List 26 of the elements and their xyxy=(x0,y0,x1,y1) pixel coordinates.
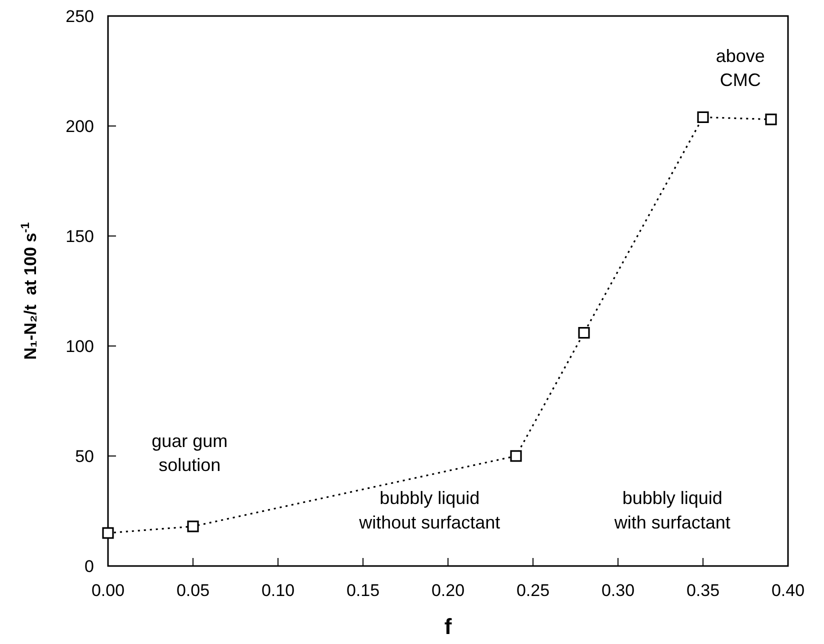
x-tick-label: 0.15 xyxy=(346,581,380,600)
point xyxy=(187,520,199,532)
annotation: guar gum solution xyxy=(152,430,228,476)
point xyxy=(578,327,590,339)
y-tick-label: 200 xyxy=(66,116,94,136)
x-tick-label: 0.40 xyxy=(771,581,805,600)
x-tick-label: 0.30 xyxy=(601,581,635,600)
x-tick-label: 0.25 xyxy=(516,581,550,600)
x-tick-label: 0.20 xyxy=(431,581,465,600)
y-tick-label: 250 xyxy=(66,6,94,26)
x-tick-label: 0.35 xyxy=(686,581,720,600)
x-tick-label: 0.10 xyxy=(261,581,295,600)
point xyxy=(102,527,114,539)
y-tick-label: 50 xyxy=(75,446,94,466)
y-tick-label: 0 xyxy=(84,556,94,576)
point xyxy=(510,450,522,462)
y-tick-label: 100 xyxy=(66,336,94,356)
x-tick-label: 0.00 xyxy=(91,581,125,600)
x-tick-label: 0.05 xyxy=(176,581,210,600)
point xyxy=(765,114,777,126)
annotation: bubbly liquid without surfactant xyxy=(358,488,500,532)
x-axis-title: f xyxy=(444,614,452,639)
point xyxy=(697,111,709,123)
y-tick-label: 150 xyxy=(66,226,94,246)
annotation: bubbly liquid with surfactant xyxy=(613,488,730,532)
annotation: above CMC xyxy=(716,46,765,90)
